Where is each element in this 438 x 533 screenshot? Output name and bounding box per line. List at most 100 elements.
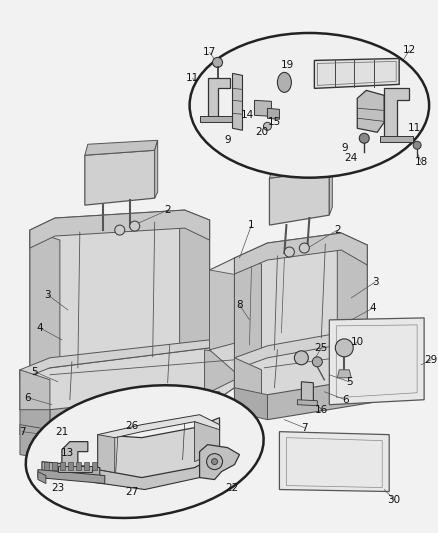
Circle shape bbox=[263, 122, 272, 130]
Text: 29: 29 bbox=[424, 355, 438, 365]
Circle shape bbox=[336, 339, 353, 357]
Text: 7: 7 bbox=[301, 423, 307, 433]
Polygon shape bbox=[98, 434, 115, 473]
Polygon shape bbox=[44, 462, 49, 470]
Polygon shape bbox=[269, 162, 332, 178]
Polygon shape bbox=[84, 462, 89, 470]
Text: 6: 6 bbox=[25, 393, 31, 403]
Text: 7: 7 bbox=[19, 426, 25, 437]
Polygon shape bbox=[234, 233, 367, 274]
Polygon shape bbox=[30, 230, 60, 378]
Polygon shape bbox=[234, 387, 268, 419]
Text: 1: 1 bbox=[248, 220, 255, 230]
Polygon shape bbox=[384, 88, 409, 138]
Polygon shape bbox=[20, 410, 50, 440]
Circle shape bbox=[115, 225, 125, 235]
Circle shape bbox=[130, 221, 140, 231]
Polygon shape bbox=[30, 210, 209, 385]
Text: 8: 8 bbox=[236, 300, 243, 310]
Polygon shape bbox=[20, 348, 234, 425]
Polygon shape bbox=[85, 150, 155, 205]
Polygon shape bbox=[209, 270, 237, 357]
Polygon shape bbox=[180, 215, 209, 358]
Circle shape bbox=[212, 458, 218, 465]
Polygon shape bbox=[380, 136, 413, 142]
Text: 19: 19 bbox=[281, 60, 294, 70]
Polygon shape bbox=[234, 328, 394, 370]
Polygon shape bbox=[337, 237, 367, 340]
Polygon shape bbox=[329, 318, 424, 405]
Text: 21: 21 bbox=[55, 426, 68, 437]
Polygon shape bbox=[200, 116, 234, 122]
Ellipse shape bbox=[190, 33, 429, 177]
Polygon shape bbox=[234, 335, 394, 408]
Text: 25: 25 bbox=[315, 343, 328, 353]
Polygon shape bbox=[209, 325, 334, 372]
Circle shape bbox=[212, 58, 223, 67]
Circle shape bbox=[359, 133, 369, 143]
Text: 9: 9 bbox=[224, 135, 231, 146]
Circle shape bbox=[294, 351, 308, 365]
Text: 4: 4 bbox=[370, 303, 377, 313]
Polygon shape bbox=[92, 462, 97, 470]
Polygon shape bbox=[233, 74, 243, 130]
Polygon shape bbox=[329, 162, 332, 215]
Text: 2: 2 bbox=[334, 225, 341, 235]
Text: 2: 2 bbox=[164, 205, 171, 215]
Polygon shape bbox=[62, 442, 88, 467]
Text: 23: 23 bbox=[51, 482, 64, 492]
Polygon shape bbox=[297, 400, 318, 406]
Polygon shape bbox=[76, 462, 81, 470]
Polygon shape bbox=[20, 370, 50, 422]
Text: 26: 26 bbox=[125, 421, 138, 431]
Text: 3: 3 bbox=[372, 277, 378, 287]
Polygon shape bbox=[50, 433, 219, 455]
Polygon shape bbox=[234, 233, 367, 372]
Polygon shape bbox=[42, 462, 100, 478]
Polygon shape bbox=[234, 258, 261, 367]
Text: 5: 5 bbox=[32, 367, 38, 377]
Polygon shape bbox=[98, 418, 219, 478]
Circle shape bbox=[207, 454, 223, 470]
Text: 13: 13 bbox=[61, 448, 74, 458]
Polygon shape bbox=[38, 472, 46, 483]
Polygon shape bbox=[268, 375, 389, 419]
Polygon shape bbox=[52, 462, 57, 470]
Text: 9: 9 bbox=[341, 143, 348, 154]
Text: 18: 18 bbox=[414, 157, 428, 167]
Polygon shape bbox=[301, 382, 313, 403]
Text: 4: 4 bbox=[37, 323, 43, 333]
Text: 20: 20 bbox=[255, 127, 268, 138]
Text: 6: 6 bbox=[342, 395, 349, 405]
Polygon shape bbox=[290, 252, 319, 335]
Polygon shape bbox=[337, 370, 351, 378]
Polygon shape bbox=[234, 358, 261, 405]
Text: 22: 22 bbox=[225, 482, 238, 492]
Circle shape bbox=[284, 247, 294, 257]
Text: 3: 3 bbox=[45, 290, 51, 300]
Text: 11: 11 bbox=[407, 123, 421, 133]
Text: 11: 11 bbox=[186, 74, 199, 83]
Polygon shape bbox=[68, 462, 73, 470]
Circle shape bbox=[312, 357, 322, 367]
Circle shape bbox=[300, 243, 309, 253]
Polygon shape bbox=[269, 170, 329, 225]
Polygon shape bbox=[20, 340, 234, 380]
Polygon shape bbox=[85, 140, 158, 155]
Text: 10: 10 bbox=[351, 337, 364, 347]
Polygon shape bbox=[364, 338, 394, 378]
Polygon shape bbox=[50, 392, 219, 440]
Text: 5: 5 bbox=[346, 377, 353, 387]
Text: 12: 12 bbox=[403, 45, 416, 55]
Polygon shape bbox=[155, 140, 158, 198]
Text: 14: 14 bbox=[241, 110, 254, 120]
Text: 15: 15 bbox=[268, 117, 281, 127]
Text: 30: 30 bbox=[388, 495, 401, 505]
Polygon shape bbox=[279, 432, 389, 491]
Polygon shape bbox=[38, 470, 105, 483]
Text: 24: 24 bbox=[345, 153, 358, 163]
Polygon shape bbox=[95, 450, 222, 489]
Polygon shape bbox=[357, 91, 384, 132]
Polygon shape bbox=[194, 422, 219, 462]
Text: 17: 17 bbox=[203, 47, 216, 58]
